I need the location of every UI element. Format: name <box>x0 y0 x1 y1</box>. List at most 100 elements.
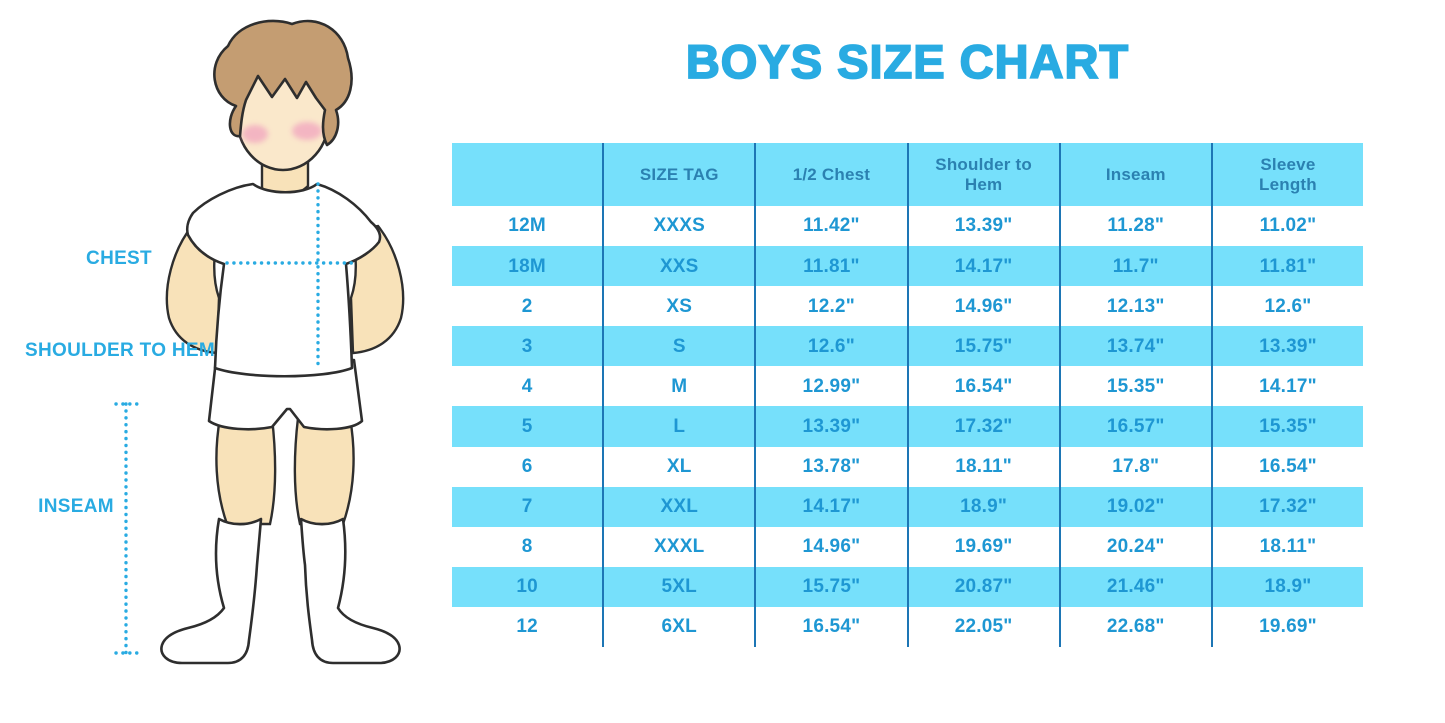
boy-left-sock <box>160 517 263 665</box>
table-cell: 17.32" <box>906 406 1059 447</box>
table-cell: L <box>602 406 754 447</box>
table-cell: 20.87" <box>906 566 1059 607</box>
table-cell: 19.02" <box>1058 486 1211 527</box>
header-cell-shoulder-to-hem: Shoulder to Hem <box>906 143 1059 206</box>
table-cell: XS <box>602 286 754 327</box>
boy-hair <box>213 19 353 147</box>
table-cell: XXL <box>602 486 754 527</box>
table-row: 8 XXXL 14.96" 19.69" 20.24" 18.11" <box>452 526 1363 567</box>
table-cell: 15.35" <box>1058 366 1211 407</box>
table-cell: 16.54" <box>754 606 906 648</box>
table-row: 5 L 13.39" 17.32" 16.57" 15.35" <box>452 406 1363 447</box>
table-cell: 20.24" <box>1058 526 1211 567</box>
boy-shorts <box>207 358 364 431</box>
table-cell: 11.42" <box>754 206 906 247</box>
table-cell: 11.7" <box>1058 246 1211 287</box>
table-cell: 13.78" <box>754 446 906 487</box>
table-cell: 16.57" <box>1058 406 1211 447</box>
inseam-label: INSEAM <box>38 496 114 517</box>
row-size-cell: 12 <box>516 616 538 638</box>
table-cell: 22.68" <box>1058 606 1211 648</box>
row-size-cell: 7 <box>521 496 533 518</box>
row-size-cell: 2 <box>521 295 533 317</box>
table-cell: 19.69" <box>1210 606 1363 648</box>
table-cell: 18.11" <box>1210 526 1363 567</box>
table-cell: 15.35" <box>1210 406 1363 447</box>
shoulder-to-hem-label: SHOULDER TO HEM <box>25 340 215 361</box>
table-cell: 21.46" <box>1058 566 1211 607</box>
row-size-cell: 8 <box>521 536 533 558</box>
table-cell: 11.28" <box>1058 206 1211 247</box>
size-table: SIZE TAG 1/2 Chest Shoulder to Hem Insea… <box>452 143 1363 648</box>
table-cell: 12.99" <box>754 366 906 407</box>
table-row: 6 XL 13.78" 18.11" 17.8" 16.54" <box>452 446 1363 487</box>
table-cell: 13.39" <box>1210 326 1363 367</box>
table-cell: 11.02" <box>1210 206 1363 247</box>
table-row: 18M XXS 11.81" 14.17" 11.7" 11.81" <box>452 246 1363 287</box>
row-size-cell: 3 <box>521 335 533 357</box>
left-blush <box>242 125 268 143</box>
table-row: 7 XXL 14.17" 18.9" 19.02" 17.32" <box>452 486 1363 527</box>
page-title: BOYS SIZE CHART <box>685 34 1130 89</box>
header-cell-size-tag: SIZE TAG <box>602 143 754 206</box>
row-size-cell: 10 <box>516 576 538 598</box>
table-header-row: SIZE TAG 1/2 Chest Shoulder to Hem Insea… <box>452 143 1363 206</box>
table-cell: S <box>602 326 754 367</box>
table-cell: 14.17" <box>906 246 1059 287</box>
table-cell: 13.74" <box>1058 326 1211 367</box>
table-cell: 14.96" <box>906 286 1059 327</box>
table-row: 12 6XL 16.54" 22.05" 22.68" 19.69" <box>452 606 1363 648</box>
boy-right-sock <box>299 517 401 665</box>
table-cell: 14.17" <box>754 486 906 527</box>
table-cell: 6XL <box>602 606 754 648</box>
table-cell: 18.9" <box>1210 566 1363 607</box>
table-cell: 13.39" <box>754 406 906 447</box>
table-row: 2 XS 12.2" 14.96" 12.13" 12.6" <box>452 286 1363 327</box>
table-cell: 13.39" <box>906 206 1059 247</box>
row-size-cell: 6 <box>521 455 533 477</box>
row-size-cell: 18M <box>508 255 546 277</box>
right-blush <box>292 122 322 140</box>
row-size-cell: 5 <box>521 415 533 437</box>
header-cell-inseam: Inseam <box>1058 143 1211 206</box>
table-cell: XXXS <box>602 206 754 247</box>
table-cell: 11.81" <box>1210 246 1363 287</box>
table-cell: XL <box>602 446 754 487</box>
table-row: 4 M 12.99" 16.54" 15.35" 14.17" <box>452 366 1363 407</box>
table-cell: 12.6" <box>1210 286 1363 327</box>
table-cell: 11.81" <box>754 246 906 287</box>
header-cell-half-chest: 1/2 Chest <box>754 143 906 206</box>
table-cell: 14.17" <box>1210 366 1363 407</box>
table-cell: 16.54" <box>1210 446 1363 487</box>
table-cell: 18.9" <box>906 486 1059 527</box>
measurement-figure: CHEST SHOULDER TO HEM INSEAM <box>0 0 452 723</box>
table-cell: XXS <box>602 246 754 287</box>
boy-left-leg <box>215 416 277 526</box>
table-cell: M <box>602 366 754 407</box>
table-row: 10 5XL 15.75" 20.87" 21.46" 18.9" <box>452 566 1363 607</box>
table-cell: XXXL <box>602 526 754 567</box>
boy-measurement-illustration <box>114 19 405 665</box>
table-cell: 16.54" <box>906 366 1059 407</box>
row-size-cell: 4 <box>521 375 533 397</box>
table-cell: 18.11" <box>906 446 1059 487</box>
table-cell: 14.96" <box>754 526 906 567</box>
table-cell: 12.13" <box>1058 286 1211 327</box>
table-cell: 12.6" <box>754 326 906 367</box>
table-cell: 17.32" <box>1210 486 1363 527</box>
chest-label: CHEST <box>86 248 152 269</box>
size-table-body: 12M XXXS 11.42" 13.39" 11.28" 11.02" 18M XXS 11.… <box>452 206 1363 648</box>
table-cell: 19.69" <box>906 526 1059 567</box>
boy-tshirt <box>185 182 382 378</box>
table-cell: 15.75" <box>906 326 1059 367</box>
row-size-cell: 12M <box>508 215 546 237</box>
table-row: 12M XXXS 11.42" 13.39" 11.28" 11.02" <box>452 206 1363 247</box>
table-cell: 17.8" <box>1058 446 1211 487</box>
header-cell-sleeve-length: Sleeve Length <box>1210 143 1363 206</box>
boy-right-leg <box>293 416 355 526</box>
table-cell: 22.05" <box>906 606 1059 648</box>
table-cell: 5XL <box>602 566 754 607</box>
header-cell-size <box>452 143 602 206</box>
table-row: 3 S 12.6" 15.75" 13.74" 13.39" <box>452 326 1363 367</box>
